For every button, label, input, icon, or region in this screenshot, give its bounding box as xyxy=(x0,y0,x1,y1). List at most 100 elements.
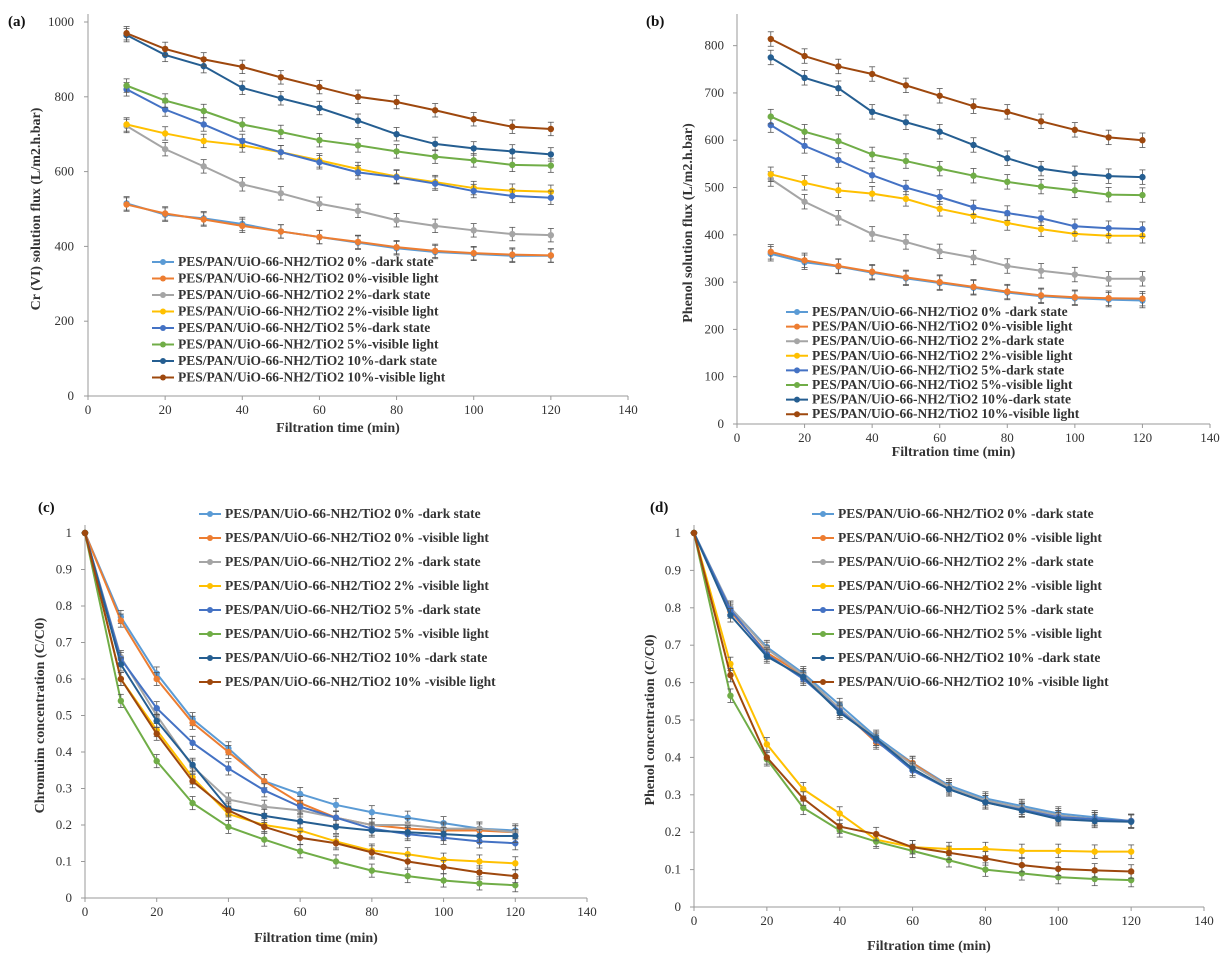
data-point xyxy=(189,778,196,785)
data-point xyxy=(470,157,477,164)
data-point xyxy=(123,30,130,37)
data-point xyxy=(316,200,323,207)
x-tick-label: 140 xyxy=(1194,913,1214,928)
y-tick-label: 0 xyxy=(718,416,725,431)
legend-item: PES/PAN/UiO-66-NH2/TiO2 5% -visible ligh… xyxy=(812,626,1102,641)
data-point xyxy=(547,231,555,239)
data-point xyxy=(476,858,483,865)
x-tick-label: 100 xyxy=(1065,430,1085,445)
data-point xyxy=(354,169,362,176)
data-point xyxy=(277,148,285,156)
data-point xyxy=(354,238,362,246)
legend-label: PES/PAN/UiO-66-NH2/TiO2 5%-visible light xyxy=(178,337,439,352)
data-point xyxy=(316,136,323,144)
data-point xyxy=(767,171,774,178)
y-tick-label: 0.9 xyxy=(665,562,681,577)
legend-marker xyxy=(207,655,213,661)
series-line xyxy=(126,123,551,193)
legend-item: PES/PAN/UiO-66-NH2/TiO2 5%-dark state xyxy=(786,362,1064,377)
data-point xyxy=(1127,868,1135,875)
series-line xyxy=(770,173,1143,237)
x-tick-label: 60 xyxy=(294,904,307,919)
data-point xyxy=(512,872,519,880)
data-point xyxy=(727,692,734,699)
legend-item: PES/PAN/UiO-66-NH2/TiO2 10% -visible lig… xyxy=(812,674,1109,689)
data-point xyxy=(801,74,808,82)
y-axis-label: Cr (VI) solution flux (L/m2.h.bar) xyxy=(29,107,44,310)
data-point xyxy=(316,104,323,112)
data-point xyxy=(835,187,842,194)
data-point xyxy=(1071,170,1079,177)
legend-label: PES/PAN/UiO-66-NH2/TiO2 0% -dark state xyxy=(812,304,1068,319)
data-point xyxy=(1004,209,1011,217)
series-1 xyxy=(123,197,555,263)
data-point xyxy=(1139,173,1146,181)
legend-item: PES/PAN/UiO-66-NH2/TiO2 2% -visible ligh… xyxy=(812,578,1102,593)
series-line xyxy=(126,203,551,257)
data-point xyxy=(354,93,362,101)
data-point xyxy=(296,827,304,834)
data-point xyxy=(1071,187,1079,194)
series-7 xyxy=(81,529,519,884)
legend-marker xyxy=(820,655,826,661)
data-point xyxy=(763,754,771,761)
y-tick-label: 0.5 xyxy=(56,708,72,723)
legend-marker xyxy=(820,631,826,637)
legend-marker xyxy=(794,323,800,330)
data-point xyxy=(368,827,376,834)
data-point xyxy=(800,804,807,812)
legend-marker xyxy=(207,679,213,685)
series-6 xyxy=(123,27,555,162)
legend-marker xyxy=(207,583,213,589)
legend-marker xyxy=(820,583,826,589)
series-2 xyxy=(123,118,555,243)
data-point xyxy=(225,823,232,831)
y-tick-label: 400 xyxy=(705,227,725,242)
data-point xyxy=(161,106,169,113)
y-tick-label: 1 xyxy=(66,525,73,540)
data-point xyxy=(1071,271,1079,278)
data-point xyxy=(354,207,362,215)
y-axis-label: Phenol concentration (C/C0) xyxy=(643,634,658,805)
data-point xyxy=(872,838,880,845)
legend-marker xyxy=(160,341,166,348)
legend-marker xyxy=(207,511,213,517)
x-tick-label: 20 xyxy=(150,904,163,919)
data-point xyxy=(1004,155,1011,162)
data-point xyxy=(1091,817,1098,825)
series-1 xyxy=(767,244,1146,307)
data-point xyxy=(1071,126,1079,134)
data-point xyxy=(1055,815,1062,823)
data-point xyxy=(368,849,376,856)
data-point xyxy=(225,748,232,756)
data-point xyxy=(690,529,698,537)
data-point xyxy=(261,787,268,794)
legend-item: PES/PAN/UiO-66-NH2/TiO2 10% -dark state xyxy=(199,650,487,665)
legend-marker xyxy=(160,292,166,298)
data-point xyxy=(547,151,555,158)
data-point xyxy=(368,867,376,874)
legend-marker xyxy=(794,338,800,345)
data-point xyxy=(936,92,943,99)
data-point xyxy=(509,230,516,238)
legend: PES/PAN/UiO-66-NH2/TiO2 0% -dark state PE… xyxy=(812,506,1109,689)
data-point xyxy=(189,799,196,807)
y-tick-label: 0.7 xyxy=(56,635,73,650)
data-point xyxy=(1091,867,1098,874)
data-point xyxy=(1071,223,1079,230)
legend-label: PES/PAN/UiO-66-NH2/TiO2 2% -visible ligh… xyxy=(838,578,1102,593)
data-point xyxy=(902,119,910,126)
legend: PES/PAN/UiO-66-NH2/TiO2 0% -dark state PE… xyxy=(199,506,496,689)
data-point xyxy=(763,741,771,748)
data-point xyxy=(1037,292,1045,299)
legend-marker xyxy=(820,511,826,517)
chart-panel-a: (a) 0 20 40 60 80 100 120 140 0 200 400 600 800 1000 Fi… xyxy=(8,14,638,436)
data-point xyxy=(431,107,439,114)
data-point xyxy=(1139,137,1146,144)
y-tick-label: 0.1 xyxy=(665,862,681,877)
data-point xyxy=(1127,848,1135,855)
chart-panel-b: (b) 0 20 40 60 80 100 120 140 0 100 200 300 400 500 600… xyxy=(646,14,1220,460)
legend-marker xyxy=(820,559,826,565)
data-point xyxy=(470,227,477,234)
legend-label: PES/PAN/UiO-66-NH2/TiO2 2% -dark state xyxy=(838,554,1094,569)
